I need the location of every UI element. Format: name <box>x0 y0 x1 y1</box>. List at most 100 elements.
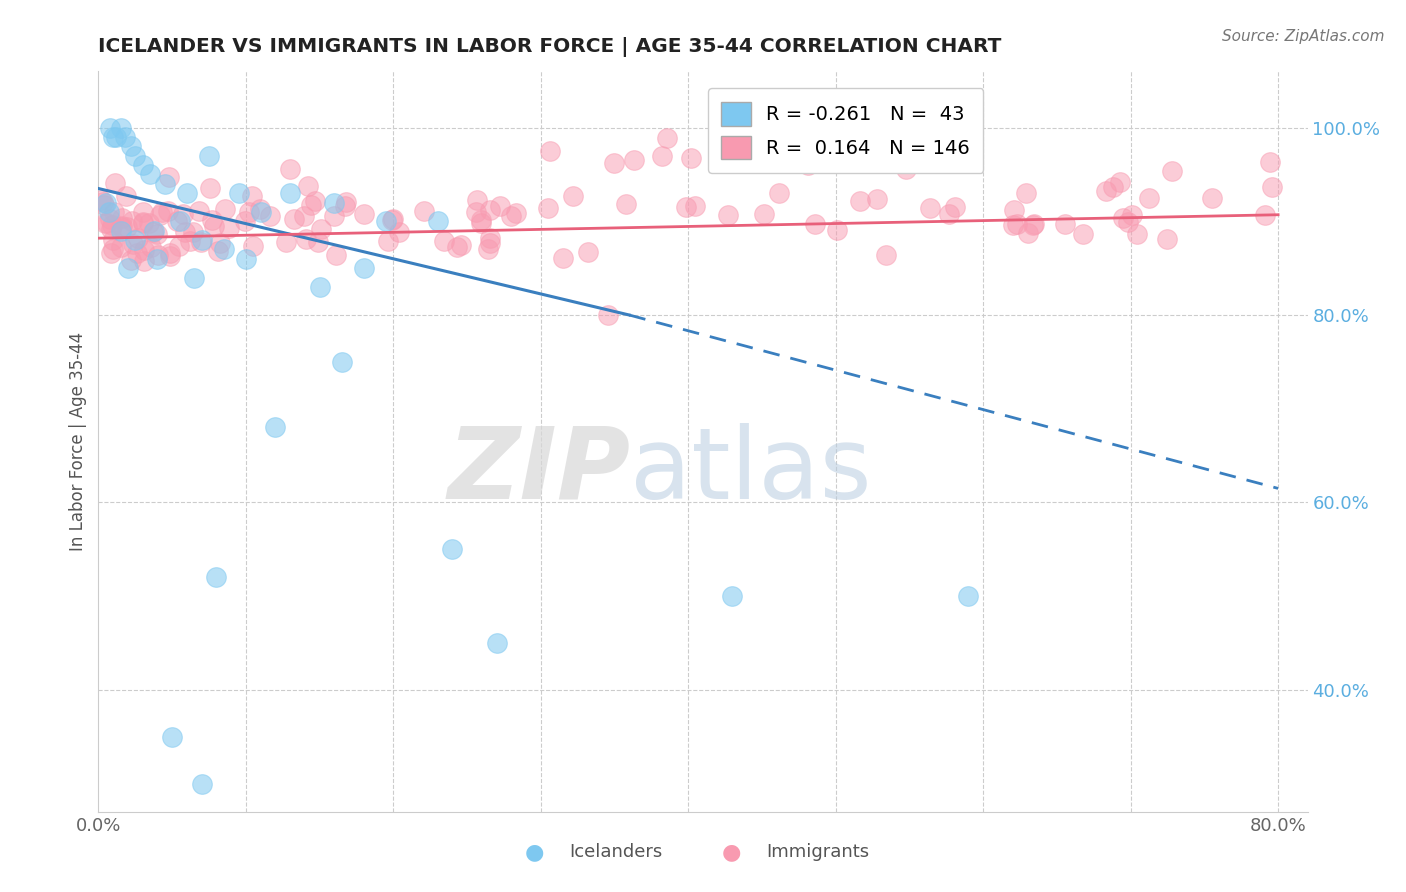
Point <box>93 198 115 212</box>
Point <box>104 177 127 191</box>
Text: atlas: atlas <box>630 423 872 520</box>
Point <box>1121 208 1143 222</box>
Point <box>91 194 114 209</box>
Point <box>920 202 942 216</box>
Point <box>426 214 449 228</box>
Point <box>101 233 124 247</box>
Point <box>330 355 353 369</box>
Point <box>1002 202 1025 217</box>
Point <box>499 209 522 223</box>
Point <box>200 181 222 195</box>
Point <box>111 219 134 234</box>
Point <box>101 242 124 256</box>
Point <box>655 131 678 145</box>
Point <box>120 253 142 268</box>
Text: Icelanders: Icelanders <box>569 843 662 861</box>
Point <box>110 120 132 135</box>
Point <box>98 120 121 135</box>
Point <box>413 203 436 218</box>
Point <box>1002 219 1025 233</box>
Point <box>115 219 138 234</box>
Point <box>242 239 264 253</box>
Point <box>804 217 827 231</box>
Point <box>479 236 502 251</box>
Point <box>308 280 330 294</box>
Point <box>100 222 122 236</box>
Point <box>537 201 560 215</box>
Point <box>157 169 180 184</box>
Point <box>96 215 118 229</box>
Point <box>768 186 790 200</box>
Point <box>283 212 305 227</box>
Point <box>240 188 263 202</box>
Point <box>125 246 148 260</box>
Point <box>1022 217 1045 231</box>
Point <box>198 149 221 163</box>
Point <box>159 249 181 263</box>
Point <box>132 215 155 229</box>
Point <box>375 214 398 228</box>
Point <box>100 245 122 260</box>
Point <box>683 199 706 213</box>
Point <box>603 156 626 170</box>
Point <box>139 239 162 253</box>
Point <box>145 227 167 242</box>
Point <box>190 233 212 247</box>
Point <box>218 220 240 235</box>
Text: Immigrants: Immigrants <box>766 843 869 861</box>
Point <box>110 219 132 234</box>
Point <box>651 149 673 163</box>
Point <box>143 224 166 238</box>
Point <box>93 216 115 230</box>
Point <box>264 420 287 434</box>
Text: ZIP: ZIP <box>447 423 630 520</box>
Point <box>377 234 399 248</box>
Point <box>167 238 190 252</box>
Point <box>938 207 960 221</box>
Point <box>166 214 188 228</box>
Point <box>132 243 155 257</box>
Point <box>124 233 146 247</box>
Point <box>97 205 120 219</box>
Point <box>111 211 134 225</box>
Point <box>894 161 917 176</box>
Point <box>169 214 191 228</box>
Point <box>561 189 583 203</box>
Point <box>717 149 740 163</box>
Point <box>127 231 149 245</box>
Point <box>489 199 512 213</box>
Point <box>172 207 194 221</box>
Point <box>209 236 232 251</box>
Point <box>866 192 889 206</box>
Point <box>120 139 142 153</box>
Point <box>132 254 155 268</box>
Point <box>117 261 139 276</box>
Point <box>214 202 236 217</box>
Point <box>110 224 132 238</box>
Text: Source: ZipAtlas.com: Source: ZipAtlas.com <box>1222 29 1385 44</box>
Point <box>115 189 138 203</box>
Point <box>1109 175 1132 189</box>
Point <box>212 243 235 257</box>
Point <box>114 130 136 145</box>
Point <box>1101 180 1123 194</box>
Point <box>160 730 183 744</box>
Point <box>1258 154 1281 169</box>
Point <box>1137 190 1160 204</box>
Point <box>121 237 143 252</box>
Point <box>103 204 125 219</box>
Point <box>181 226 204 240</box>
Point <box>614 197 637 211</box>
Point <box>309 222 332 236</box>
Point <box>485 636 508 650</box>
Point <box>1156 232 1178 246</box>
Point <box>131 216 153 230</box>
Point <box>157 204 180 219</box>
Point <box>142 225 165 239</box>
Point <box>183 270 205 285</box>
Point <box>190 235 212 250</box>
Point <box>381 212 404 227</box>
Point <box>149 209 172 223</box>
Point <box>433 234 456 248</box>
Point <box>957 589 980 603</box>
